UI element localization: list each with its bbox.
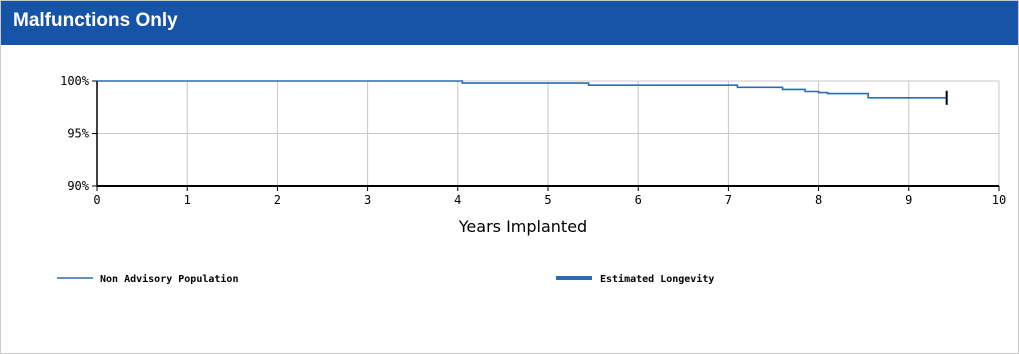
x-tick-label: 8 bbox=[815, 193, 822, 207]
x-tick-label: 3 bbox=[364, 193, 371, 207]
x-tick-label: 7 bbox=[725, 193, 732, 207]
chart-ticks: 0 1 2 3 4 5 6 7 8 9 10 90% 95% 100% bbox=[60, 74, 1006, 207]
x-tick-label: 6 bbox=[635, 193, 642, 207]
chart-grid bbox=[96, 80, 1000, 187]
x-tick-label: 9 bbox=[905, 193, 912, 207]
y-tick-label: 90% bbox=[67, 179, 89, 193]
x-tick-label: 2 bbox=[274, 193, 281, 207]
panel-header: Malfunctions Only bbox=[1, 1, 1018, 45]
series-line-non-advisory bbox=[97, 80, 947, 99]
x-tick-label: 4 bbox=[454, 193, 461, 207]
panel-title: Malfunctions Only bbox=[13, 10, 178, 31]
x-tick-label: 5 bbox=[544, 193, 551, 207]
x-tick-label: 0 bbox=[93, 193, 100, 207]
y-tick-label: 100% bbox=[60, 74, 90, 88]
y-tick-label: 95% bbox=[67, 127, 89, 141]
legend-label: Estimated Longevity bbox=[600, 273, 714, 285]
chart-legend: Non Advisory Population Estimated Longevi… bbox=[57, 273, 714, 285]
legend-label: Non Advisory Population bbox=[100, 273, 238, 285]
x-tick-label: 10 bbox=[992, 193, 1006, 207]
x-axis-label: Years Implanted bbox=[458, 217, 587, 236]
x-tick-label: 1 bbox=[184, 193, 191, 207]
chart-series bbox=[97, 80, 948, 105]
